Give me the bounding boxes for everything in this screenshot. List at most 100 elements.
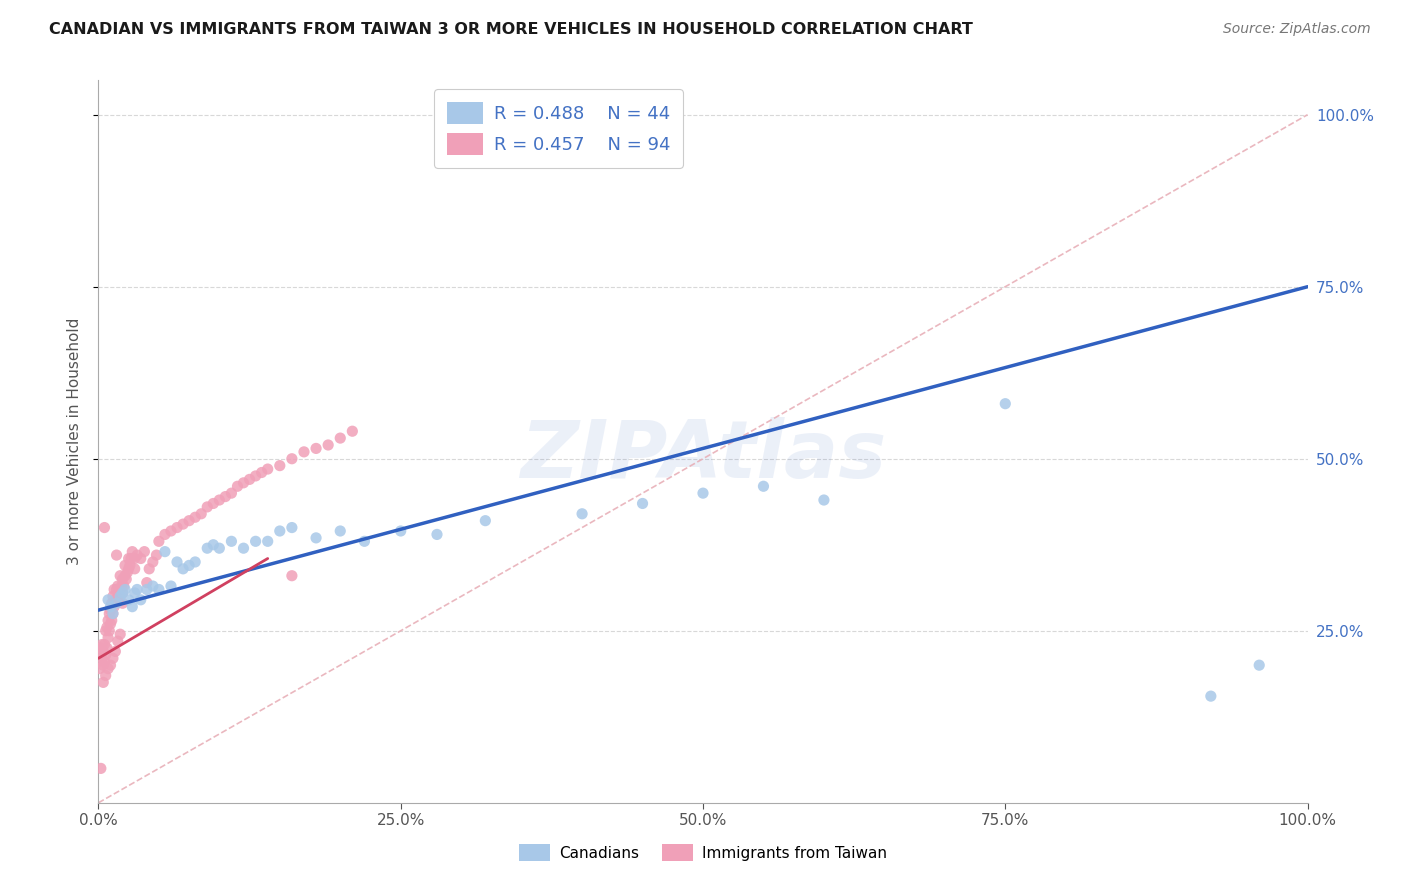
Point bbox=[129, 551, 152, 566]
Point bbox=[100, 603, 122, 617]
Point bbox=[256, 534, 278, 549]
Point bbox=[111, 586, 134, 600]
Point bbox=[114, 582, 136, 597]
Point bbox=[135, 575, 157, 590]
Point bbox=[108, 582, 131, 597]
Point bbox=[105, 548, 128, 562]
Point bbox=[571, 507, 593, 521]
Point bbox=[226, 479, 249, 493]
Point bbox=[179, 514, 201, 528]
Point bbox=[105, 596, 128, 610]
Point bbox=[994, 397, 1017, 411]
Point bbox=[129, 592, 152, 607]
Point bbox=[281, 451, 304, 466]
Point bbox=[124, 562, 146, 576]
Point bbox=[91, 658, 114, 673]
Point bbox=[101, 607, 124, 621]
Point bbox=[221, 534, 243, 549]
Y-axis label: 3 or more Vehicles in Household: 3 or more Vehicles in Household bbox=[67, 318, 83, 566]
Point bbox=[96, 620, 118, 634]
Point bbox=[202, 496, 225, 510]
Point bbox=[91, 638, 114, 652]
Point bbox=[160, 579, 183, 593]
Point bbox=[329, 524, 352, 538]
Point bbox=[91, 675, 114, 690]
Point bbox=[250, 466, 273, 480]
Point bbox=[104, 592, 127, 607]
Point bbox=[214, 490, 236, 504]
Point bbox=[208, 493, 231, 508]
Point bbox=[100, 599, 122, 614]
Point bbox=[184, 510, 207, 524]
Point bbox=[107, 634, 129, 648]
Point bbox=[127, 582, 149, 597]
Point bbox=[94, 668, 117, 682]
Point bbox=[172, 562, 194, 576]
Point bbox=[98, 624, 121, 638]
Point bbox=[94, 624, 117, 638]
Point bbox=[107, 579, 129, 593]
Point bbox=[305, 442, 328, 456]
Point bbox=[269, 458, 291, 473]
Point bbox=[121, 544, 143, 558]
Point bbox=[90, 640, 112, 655]
Point bbox=[148, 534, 170, 549]
Point bbox=[166, 520, 188, 534]
Point bbox=[342, 424, 364, 438]
Point bbox=[195, 541, 218, 556]
Point bbox=[160, 524, 183, 538]
Point bbox=[124, 586, 146, 600]
Point bbox=[105, 596, 128, 610]
Point bbox=[256, 462, 278, 476]
Point bbox=[111, 586, 134, 600]
Point bbox=[426, 527, 449, 541]
Point bbox=[118, 592, 141, 607]
Point bbox=[101, 607, 124, 621]
Point bbox=[134, 544, 156, 558]
Point bbox=[316, 438, 339, 452]
Point bbox=[120, 551, 142, 566]
Point bbox=[305, 531, 328, 545]
Point bbox=[111, 596, 134, 610]
Point bbox=[148, 582, 170, 597]
Point bbox=[142, 579, 165, 593]
Point bbox=[117, 566, 139, 580]
Point bbox=[292, 445, 315, 459]
Point bbox=[108, 627, 131, 641]
Point bbox=[269, 524, 291, 538]
Point bbox=[114, 558, 136, 573]
Point bbox=[145, 548, 167, 562]
Point bbox=[97, 662, 120, 676]
Point bbox=[221, 486, 243, 500]
Point bbox=[245, 534, 267, 549]
Point bbox=[202, 538, 225, 552]
Point bbox=[94, 648, 117, 662]
Point bbox=[172, 517, 194, 532]
Point bbox=[114, 568, 136, 582]
Point bbox=[184, 555, 207, 569]
Point bbox=[1249, 658, 1271, 673]
Point bbox=[107, 592, 129, 607]
Text: ZIPAtlas: ZIPAtlas bbox=[520, 417, 886, 495]
Point bbox=[127, 548, 149, 562]
Point bbox=[105, 582, 128, 597]
Point bbox=[121, 599, 143, 614]
Point bbox=[138, 562, 160, 576]
Point bbox=[692, 486, 714, 500]
Point bbox=[245, 469, 267, 483]
Point bbox=[89, 662, 111, 676]
Point bbox=[353, 534, 375, 549]
Point bbox=[329, 431, 352, 445]
Point bbox=[153, 544, 176, 558]
Point bbox=[195, 500, 218, 514]
Point bbox=[93, 520, 115, 534]
Point bbox=[103, 582, 125, 597]
Point bbox=[108, 590, 131, 604]
Point bbox=[115, 572, 138, 586]
Point bbox=[108, 568, 131, 582]
Point bbox=[104, 644, 127, 658]
Point bbox=[101, 590, 124, 604]
Point bbox=[232, 541, 254, 556]
Point bbox=[108, 590, 131, 604]
Point bbox=[101, 651, 124, 665]
